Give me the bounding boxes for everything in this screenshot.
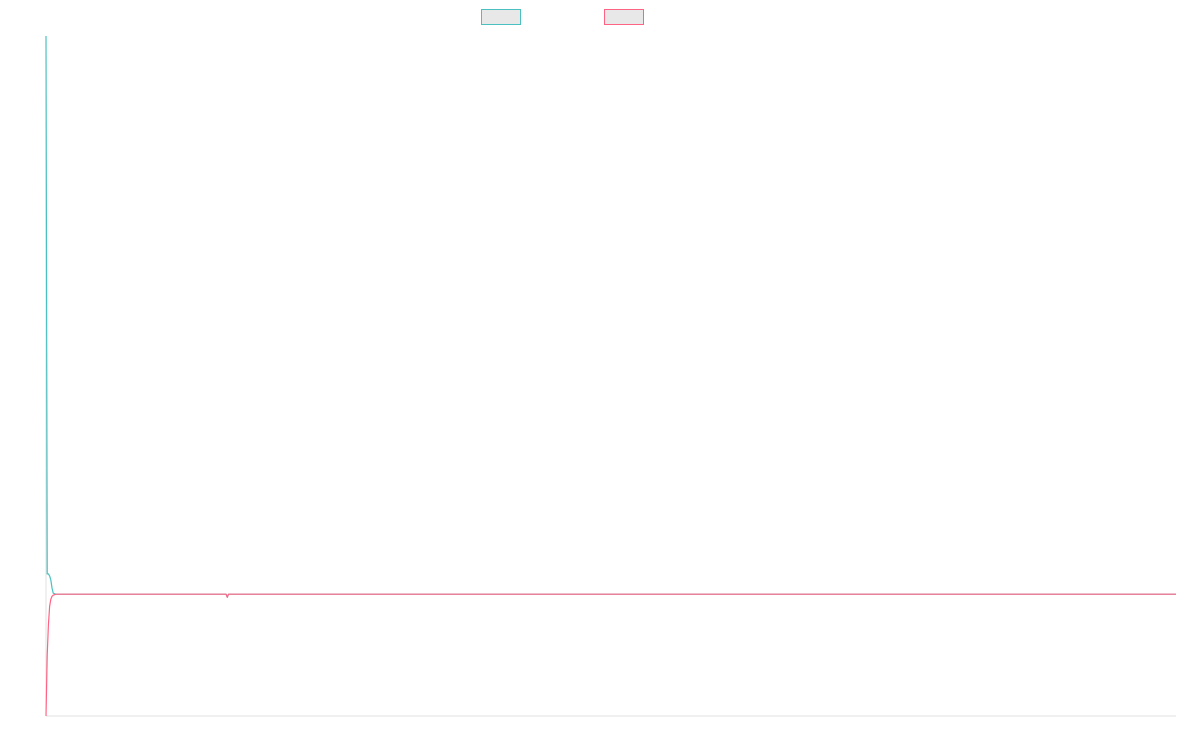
legend-swatch-series-1[interactable]: [481, 9, 521, 25]
series-line-2: [45, 593, 1176, 717]
legend-swatch-series-2[interactable]: [604, 9, 644, 25]
series-layer: [45, 35, 1176, 717]
series-line-1: [45, 35, 1176, 598]
